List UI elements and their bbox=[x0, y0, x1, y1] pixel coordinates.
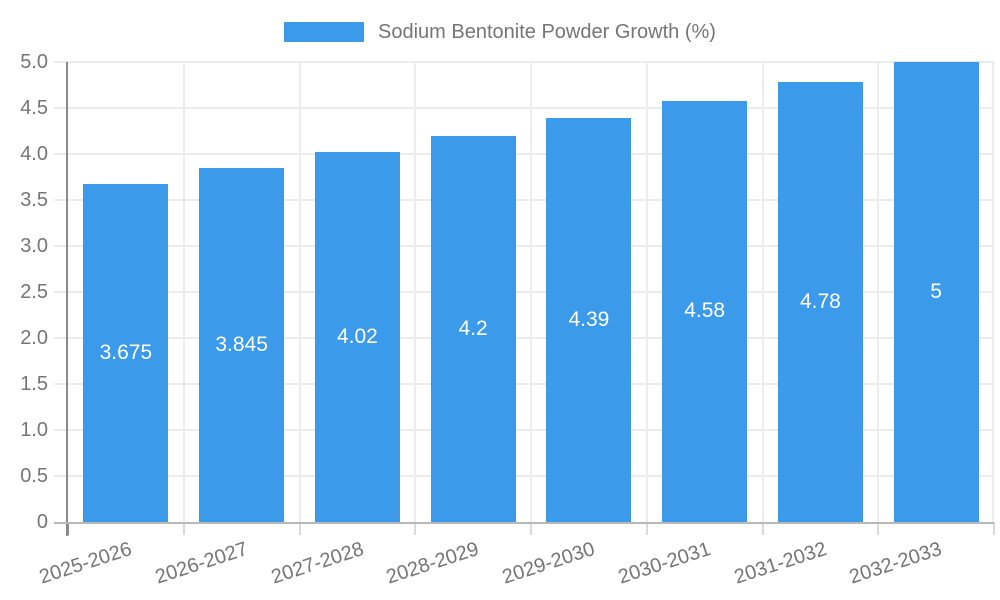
gridline-horizontal bbox=[54, 475, 994, 477]
y-tick-label: 0.5 bbox=[20, 465, 48, 487]
y-axis: 0 0.5 1.0 1.5 2.0 2.5 3.0 3.5 4.0 4.5 5.0 bbox=[0, 51, 54, 533]
gridline-horizontal bbox=[54, 61, 994, 63]
x-tick-label: 2025-2026 bbox=[36, 538, 135, 589]
gridline-horizontal bbox=[54, 291, 994, 293]
gridline-vertical bbox=[645, 62, 648, 522]
y-tick-label: 1.0 bbox=[20, 419, 48, 441]
x-axis-tick bbox=[761, 522, 764, 535]
x-tick-label: 2027-2028 bbox=[268, 538, 367, 589]
y-tick-label: 4.5 bbox=[20, 97, 48, 119]
bar-value-label: 4.58 bbox=[684, 299, 726, 323]
x-axis-tick bbox=[993, 522, 995, 535]
gridline-vertical bbox=[877, 62, 880, 522]
legend-item[interactable]: Sodium Bentonite Powder Growth (%) bbox=[0, 20, 1000, 44]
x-tick-label: 2029-2030 bbox=[499, 538, 598, 589]
gridline-horizontal bbox=[54, 153, 994, 155]
x-tick-label: 2028-2029 bbox=[384, 538, 482, 589]
y-tick-label: 0 bbox=[36, 511, 48, 533]
bar[interactable] bbox=[662, 100, 748, 522]
x-tick-label: 2032-2033 bbox=[847, 538, 945, 589]
bar-value-label: 4.2 bbox=[458, 316, 488, 340]
gridline-vertical bbox=[992, 62, 994, 522]
legend-swatch bbox=[284, 22, 365, 42]
x-axis-line bbox=[54, 522, 994, 524]
y-tick-label: 2.5 bbox=[20, 281, 48, 303]
bar[interactable] bbox=[314, 152, 400, 522]
bar[interactable] bbox=[546, 118, 632, 522]
gridline-horizontal bbox=[54, 245, 994, 247]
x-axis-tick bbox=[530, 522, 532, 535]
bar[interactable] bbox=[83, 183, 169, 522]
plot-area: 3.675 3.845 4.02 4.2 4.39 4.58 4.78 5 bbox=[54, 61, 995, 536]
gridline-vertical bbox=[530, 62, 532, 522]
y-axis-line bbox=[66, 62, 68, 536]
bar-value-label: 4.02 bbox=[336, 325, 378, 349]
x-axis-tick bbox=[414, 522, 417, 535]
gridline-horizontal bbox=[54, 199, 994, 201]
x-tick-label: 2031-2032 bbox=[731, 538, 830, 589]
gridline-vertical bbox=[182, 62, 185, 522]
bar[interactable] bbox=[777, 82, 863, 522]
y-tick-label: 3.0 bbox=[20, 235, 48, 257]
legend-label: Sodium Bentonite Powder Growth (%) bbox=[378, 20, 716, 43]
gridline-horizontal bbox=[54, 429, 994, 431]
y-tick-label: 2.0 bbox=[20, 327, 48, 349]
x-axis-tick bbox=[298, 522, 301, 535]
gridline-horizontal bbox=[54, 337, 994, 339]
y-tick-label: 5.0 bbox=[20, 51, 48, 73]
bar-value-label: 4.78 bbox=[799, 290, 841, 314]
gridline-horizontal bbox=[54, 383, 994, 385]
x-axis-tick bbox=[645, 522, 648, 535]
gridline-vertical bbox=[761, 62, 764, 522]
gridline-vertical bbox=[414, 62, 417, 522]
x-axis-tick bbox=[877, 522, 880, 535]
bar-value-label: 3.845 bbox=[215, 333, 268, 357]
bar[interactable] bbox=[199, 168, 285, 522]
bar[interactable] bbox=[430, 135, 516, 522]
gridline-horizontal bbox=[54, 107, 994, 109]
bar[interactable] bbox=[893, 62, 979, 522]
y-tick-label: 3.5 bbox=[20, 189, 48, 211]
bar-value-label: 5 bbox=[930, 280, 942, 303]
x-tick-label: 2030-2031 bbox=[615, 538, 714, 589]
x-axis: 2025-2026 2026-2027 2027-2028 2028-2029 2029… bbox=[37, 522, 994, 600]
bar-value-label: 3.675 bbox=[99, 340, 153, 364]
x-tick-label: 2026-2027 bbox=[152, 538, 251, 589]
bar-value-label: 4.39 bbox=[568, 308, 610, 332]
x-axis-tick bbox=[182, 522, 185, 535]
y-tick-label: 1.5 bbox=[20, 373, 48, 395]
y-tick-label: 4.0 bbox=[20, 143, 48, 165]
gridline-vertical bbox=[298, 62, 301, 522]
x-axis-tick bbox=[67, 522, 69, 535]
